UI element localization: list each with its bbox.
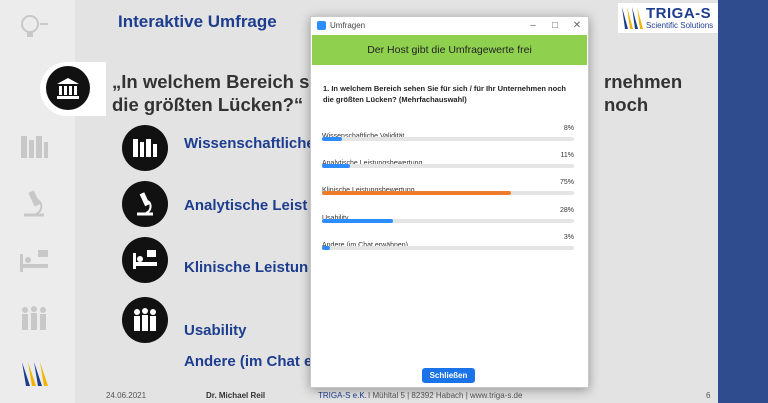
- poll-result-bar: [322, 246, 330, 250]
- footer-date: 24.06.2021: [106, 391, 147, 400]
- poll-result-track: [322, 137, 574, 141]
- poll-result-label: Klinische Leistungsbewertung: [322, 187, 415, 194]
- option-label-5: Andere (im Chat e: [184, 353, 313, 370]
- right-accent-bar: [718, 0, 768, 403]
- dialog-titlebar[interactable]: Umfragen – □ ✕: [311, 17, 588, 34]
- slide-question: „In welchem Bereich s die größten Lücken…: [112, 70, 722, 116]
- poll-result-bar: [322, 164, 350, 168]
- microscope-icon: [16, 188, 52, 218]
- poll-result-row: Andere (im Chat erwähnen) 3%: [322, 234, 574, 252]
- poll-result-track: [322, 191, 574, 195]
- poll-result-percent: 75%: [559, 179, 574, 186]
- results-shared-banner: Der Host gibt die Umfragewerte frei: [312, 35, 587, 65]
- people-icon: [122, 297, 168, 343]
- poll-dialog: Umfragen – □ ✕ Der Host gibt die Umfrage…: [310, 16, 589, 388]
- slide-title: Interaktive Umfrage: [118, 12, 277, 31]
- microscope-icon: [122, 181, 168, 227]
- poll-result-track: [322, 164, 574, 168]
- option-label-2: Analytische Leist: [184, 197, 308, 214]
- option-label-1: Wissenschaftliche: [184, 135, 315, 152]
- close-icon[interactable]: ✕: [572, 20, 582, 31]
- logo-name: TRIGA-S: [646, 5, 712, 22]
- slide-nav-strip: [0, 0, 75, 403]
- poll-result-percent: 3%: [563, 234, 574, 241]
- poll-result-percent: 11%: [560, 152, 575, 159]
- close-button[interactable]: Schließen: [422, 368, 475, 383]
- books-icon: [16, 132, 52, 162]
- poll-result-row: Klinische Leistungsbewertung 75%: [322, 179, 574, 197]
- option-label-4: Usability: [184, 322, 247, 339]
- footer-address: I Mühltal 5 | 82392 Habach | www.triga-s…: [368, 391, 523, 400]
- institution-icon: [46, 66, 90, 110]
- minimize-icon[interactable]: –: [530, 20, 536, 31]
- footer-presenter: Dr. Michael Reil: [206, 391, 266, 400]
- poll-question: 1. In welchem Bereich sehen Sie für sich…: [323, 84, 566, 104]
- footer-page-number: 6: [706, 391, 711, 400]
- poll-result-bar: [322, 137, 343, 141]
- footer-company: TRIGA-S e.K.: [318, 391, 367, 400]
- poll-result-label: Analytische Leistungsbewertung: [322, 160, 422, 167]
- logo-tagline: Scientific Solutions: [646, 21, 714, 30]
- books-icon: [122, 125, 168, 171]
- active-nav-tab: [40, 62, 106, 116]
- poll-result-label: Usability: [322, 215, 348, 222]
- maximize-icon[interactable]: □: [551, 20, 559, 31]
- triga-logo: TRIGA-S Scientific Solutions: [618, 3, 718, 33]
- poll-result-label: Wissenschaftliche Validität: [322, 133, 404, 140]
- zoom-app-icon: [317, 21, 326, 30]
- question-line1-right: rnehmen noch: [604, 71, 683, 115]
- dialog-title: Umfragen: [330, 21, 366, 30]
- option-label-3: Klinische Leistun: [184, 259, 309, 276]
- poll-result-label: Andere (im Chat erwähnen): [322, 242, 408, 249]
- people-icon: [16, 304, 52, 334]
- hospital-bed-icon: [122, 237, 168, 283]
- poll-result-row: Wissenschaftliche Validität 8%: [322, 125, 574, 143]
- poll-result-percent: 28%: [559, 207, 574, 214]
- triga-logo-mark-icon: [620, 5, 644, 31]
- question-line2: die größten Lücken?“: [112, 94, 304, 115]
- question-line1-left: „In welchem Bereich s: [112, 71, 310, 92]
- poll-result-bar: [322, 191, 511, 195]
- poll-result-track: [322, 219, 574, 223]
- poll-result-track: [322, 246, 574, 250]
- poll-result-percent: 8%: [563, 125, 574, 132]
- poll-result-bar: [322, 219, 393, 223]
- poll-result-row: Analytische Leistungsbewertung 11%: [322, 152, 574, 170]
- hospital-bed-icon: [16, 246, 52, 276]
- lightbulb-icon: [16, 12, 52, 42]
- poll-result-row: Usability 28%: [322, 207, 574, 225]
- triga-logo-small-icon: [16, 358, 52, 388]
